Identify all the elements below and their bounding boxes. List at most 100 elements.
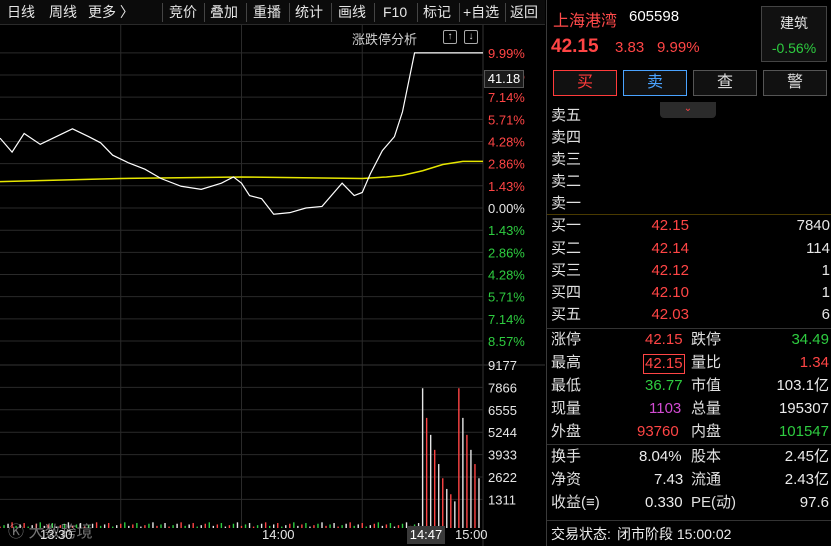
toolbar-divider xyxy=(374,3,375,22)
ask-label: 卖二 xyxy=(551,173,582,190)
price-axis-tick: 2.86% xyxy=(488,245,525,260)
sector-name: 建筑 xyxy=(780,15,808,31)
statistics-button[interactable]: 统计 xyxy=(295,4,323,20)
turnover-value: 8.04% xyxy=(639,448,682,465)
low-label: 最低 xyxy=(551,377,582,394)
limit-down-value: 34.49 xyxy=(791,331,829,348)
eps-label: 收益(≡) xyxy=(551,494,600,511)
net-assets-label: 净资 xyxy=(551,471,582,488)
stock-name: 上海港湾 xyxy=(553,13,618,30)
ask-label: 卖三 xyxy=(551,151,582,168)
volume-axis-tick: 7866 xyxy=(488,380,517,395)
average-price-line xyxy=(0,160,483,183)
bid-volume: 114 xyxy=(806,240,830,257)
price-axis-tick: 4.28% xyxy=(488,267,525,282)
mark-button[interactable]: 标记 xyxy=(423,4,451,20)
overlay-button[interactable]: 叠加 xyxy=(210,4,238,20)
tab-daily[interactable]: 日线 xyxy=(7,4,35,20)
query-button[interactable]: 查 xyxy=(693,70,757,96)
draw-line-button[interactable]: 画线 xyxy=(338,4,366,20)
bid-label: 买五 xyxy=(551,306,582,323)
back-button[interactable]: 返回 xyxy=(510,4,538,20)
ask-label: 卖五 xyxy=(551,107,582,124)
orderbook-divider xyxy=(547,214,831,215)
current-volume-value: 1103 xyxy=(649,400,682,417)
trading-status-bar: 交易状态: 闭市阶段 15:00:02 xyxy=(547,520,831,546)
ask-row[interactable]: 卖四 xyxy=(547,127,831,149)
float-shares-value: 2.43亿 xyxy=(784,471,829,488)
time-axis-tick: 13:30 xyxy=(40,527,73,542)
buy-button[interactable]: 买 xyxy=(553,70,617,96)
price-line xyxy=(0,52,483,215)
bid-row[interactable]: 买二 42.14 114 xyxy=(547,238,831,260)
eps-value: 0.330 xyxy=(645,494,683,511)
bid-row[interactable]: 买三 42.12 1 xyxy=(547,260,831,282)
toolbar-divider xyxy=(162,3,163,22)
toolbar-divider xyxy=(331,3,332,22)
ask-row[interactable]: 卖五 xyxy=(547,105,831,127)
price-axis-tick: 5.71% xyxy=(488,290,525,305)
toolbar-divider xyxy=(246,3,247,22)
chevron-down-icon[interactable]: ⌄ xyxy=(660,102,716,118)
f10-button[interactable]: F10 xyxy=(383,4,408,20)
arrow-up-icon[interactable]: ↑ xyxy=(443,30,457,44)
ask-row[interactable]: 卖三 xyxy=(547,149,831,171)
turnover-label: 换手 xyxy=(551,448,582,465)
bid-row[interactable]: 买四 42.10 1 xyxy=(547,282,831,304)
bid-row[interactable]: 买五 42.03 6 xyxy=(547,304,831,326)
tab-weekly[interactable]: 周线 xyxy=(49,4,77,20)
more-menu[interactable]: 更多 〉 xyxy=(88,4,134,20)
time-axis-tick: 14:00 xyxy=(262,527,295,542)
ask-row[interactable]: 卖二 xyxy=(547,171,831,193)
pe-value: 97.6 xyxy=(799,494,829,511)
volume-axis-tick: 1311 xyxy=(488,492,516,507)
volume-axis-tick: 2622 xyxy=(488,470,517,485)
limit-down-label: 跌停 xyxy=(691,331,722,348)
bid-row[interactable]: 买一 42.15 7840 xyxy=(547,215,831,237)
stats-divider xyxy=(547,328,831,329)
price-axis-tick: 7.14% xyxy=(488,312,525,327)
toolbar-divider xyxy=(505,3,506,22)
ask-row[interactable]: 卖一 xyxy=(547,193,831,215)
auction-button[interactable]: 竞价 xyxy=(169,4,197,20)
price-axis-tick: 1.43% xyxy=(488,179,525,194)
limit-up-value: 42.15 xyxy=(645,331,683,348)
bid-volume: 1 xyxy=(821,284,830,301)
sell-button[interactable]: 卖 xyxy=(623,70,687,96)
price-change: 3.83 xyxy=(615,39,645,56)
float-shares-label: 流通 xyxy=(691,471,722,488)
chart-canvas[interactable]: 9.99% 8.57% 7.14% 5.71% 4.28% 2.86% 1.43% 0.00%… xyxy=(0,25,545,546)
volume-ratio-label: 量比 xyxy=(691,354,722,371)
share-capital-label: 股本 xyxy=(691,448,722,465)
quote-panel: 上海港湾 605598 42.15 3.83 9.99% 建筑 -0.56% 买… xyxy=(546,0,831,546)
limit-analysis-label[interactable]: 涨跌停分析 xyxy=(352,32,418,47)
current-price: 42.15 xyxy=(551,36,599,57)
total-volume-value: 195307 xyxy=(778,400,829,417)
bid-label: 买四 xyxy=(551,284,582,301)
stock-code: 605598 xyxy=(629,8,680,25)
arrow-down-icon[interactable]: ↓ xyxy=(464,30,478,44)
outer-volume-label: 外盘 xyxy=(551,423,582,440)
add-watchlist-button[interactable]: +自选 xyxy=(463,4,500,20)
price-axis-tick: 1.43% xyxy=(488,223,525,238)
alert-button[interactable]: 警 xyxy=(763,70,827,96)
price-axis-tick: 4.28% xyxy=(488,135,525,150)
market-cap-label: 市值 xyxy=(691,377,722,394)
sector-badge[interactable]: 建筑 -0.56% xyxy=(761,6,827,62)
volume-axis-tick: 9177 xyxy=(488,358,517,373)
time-axis-tick: 15:00 xyxy=(455,527,488,542)
inner-volume-label: 内盘 xyxy=(691,423,722,440)
bid-label: 买三 xyxy=(551,262,582,279)
intraday-chart[interactable]: 9.99% 8.57% 7.14% 5.71% 4.28% 2.86% 1.43% 0.00%… xyxy=(0,25,545,546)
volume-axis-tick: 6555 xyxy=(488,403,517,418)
low-value: 36.77 xyxy=(645,377,683,394)
price-axis-tick: 7.14% xyxy=(488,90,525,105)
replay-button[interactable]: 重播 xyxy=(253,4,281,20)
bid-volume: 6 xyxy=(821,306,830,323)
toolbar-divider xyxy=(204,3,205,22)
net-assets-value: 7.43 xyxy=(654,471,684,488)
ask-label: 卖一 xyxy=(551,195,582,212)
price-axis-tick: 0.00% xyxy=(488,201,525,216)
price-axis-tick: 8.57% xyxy=(488,334,525,349)
pe-label: PE(动) xyxy=(691,494,737,511)
